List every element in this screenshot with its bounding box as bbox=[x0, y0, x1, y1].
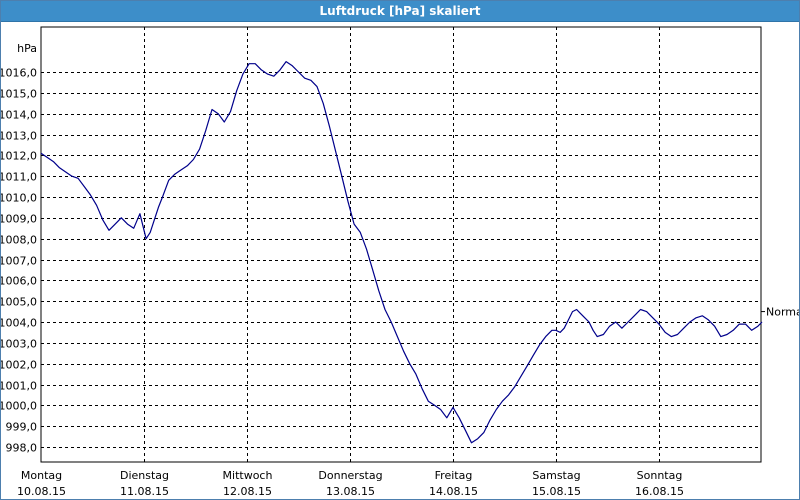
y-tick-label: 1003,0 bbox=[1, 338, 37, 351]
window-title: Luftdruck [hPa] skaliert bbox=[319, 4, 481, 18]
x-tick-day-label: Mittwoch bbox=[223, 469, 273, 482]
y-tick-label: 1001,0 bbox=[1, 380, 37, 393]
x-tick-date-label: 13.08.15 bbox=[326, 485, 375, 498]
x-tick-day-label: Dienstag bbox=[120, 469, 169, 482]
y-tick-label: 1013,0 bbox=[1, 130, 37, 143]
y-tick-label: 1007,0 bbox=[1, 255, 37, 268]
y-tick-label: 1012,0 bbox=[1, 150, 37, 163]
x-tick-day-label: Montag bbox=[21, 469, 62, 482]
pressure-series-line bbox=[40, 60, 763, 444]
y-tick-label: 1002,0 bbox=[1, 359, 37, 372]
y-tick-label: 998,0 bbox=[6, 442, 38, 455]
y-tick-label: 1008,0 bbox=[1, 234, 37, 247]
x-tick-day-label: Donnerstag bbox=[318, 469, 382, 482]
y-tick-label: 999,0 bbox=[6, 421, 38, 434]
y-tick-label: 1011,0 bbox=[1, 171, 37, 184]
y-axis-unit-label: hPa bbox=[17, 42, 37, 55]
x-tick-day-label: Freitag bbox=[435, 469, 473, 482]
y-tick-label: 1000,0 bbox=[1, 400, 37, 413]
y-tick-label: 1004,0 bbox=[1, 317, 37, 330]
normal-reference-label: Normal bbox=[766, 306, 799, 319]
y-tick-label: 1014,0 bbox=[1, 109, 37, 122]
y-tick-label: 1010,0 bbox=[1, 192, 37, 205]
y-tick-label: 1009,0 bbox=[1, 213, 37, 226]
title-bar: Luftdruck [hPa] skaliert bbox=[1, 1, 799, 22]
y-tick-label: 1006,0 bbox=[1, 275, 37, 288]
chart-area: 998,0 999,0 1000,0 1001,0 1002,0 1003,0 1004,0… bbox=[1, 26, 799, 498]
y-tick-label: 1005,0 bbox=[1, 296, 37, 309]
x-tick-date-label: 12.08.15 bbox=[223, 485, 272, 498]
x-tick-day-label: Samstag bbox=[532, 469, 580, 482]
y-tick-label: 1015,0 bbox=[1, 88, 37, 101]
x-tick-date-label: 10.08.15 bbox=[17, 485, 66, 498]
plot-frame bbox=[40, 26, 762, 463]
x-tick-date-label: 16.08.15 bbox=[635, 485, 684, 498]
x-tick-date-label: 14.08.15 bbox=[429, 485, 478, 498]
y-tick-label: 1016,0 bbox=[1, 67, 37, 80]
x-tick-date-label: 11.08.15 bbox=[120, 485, 169, 498]
x-tick-day-label: Sonntag bbox=[637, 469, 683, 482]
x-tick-date-label: 15.08.15 bbox=[532, 485, 581, 498]
